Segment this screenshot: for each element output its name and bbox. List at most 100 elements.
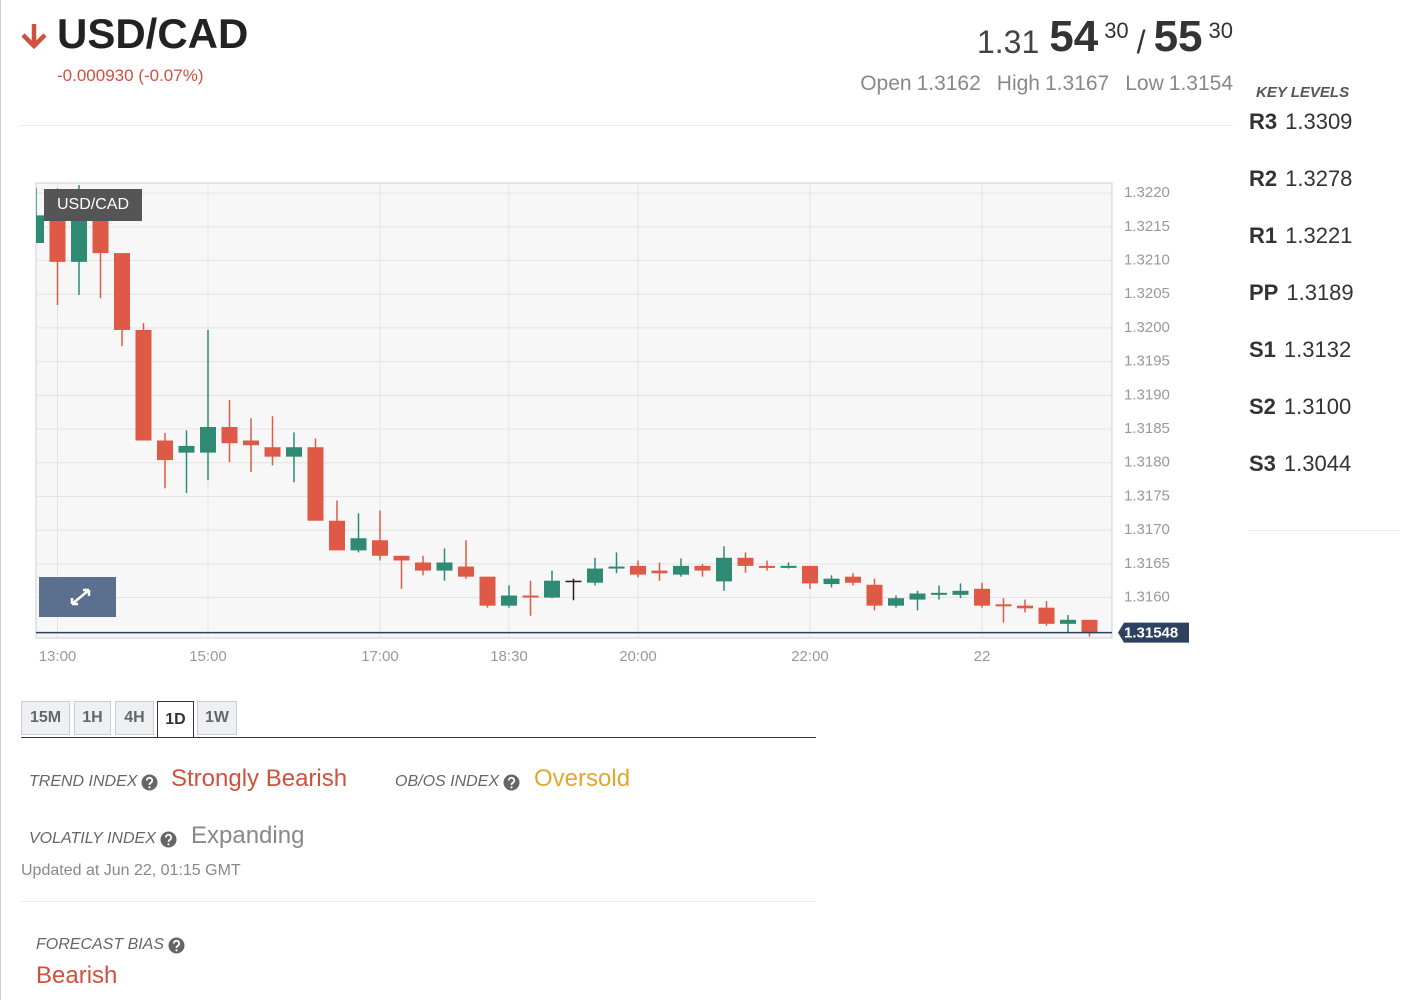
candle-body xyxy=(608,566,625,569)
key-level-name: R1 xyxy=(1249,223,1278,248)
y-tick-label: 1.3215 xyxy=(1124,218,1170,235)
timeframe-tab[interactable]: 1W xyxy=(197,701,237,735)
candle-body xyxy=(393,555,410,561)
divider xyxy=(1248,530,1400,531)
candle-body xyxy=(1038,607,1055,624)
key-level-name: S1 xyxy=(1249,337,1276,362)
x-tick-label: 17:00 xyxy=(361,648,399,665)
candle-body xyxy=(522,595,539,598)
candle-body xyxy=(243,440,259,446)
candle-body xyxy=(845,576,861,583)
timeframe-tab[interactable]: 1H xyxy=(74,701,111,735)
candle-body xyxy=(221,427,238,444)
y-tick-label: 1.3165 xyxy=(1124,555,1170,572)
help-icon[interactable] xyxy=(160,831,177,848)
index-value: Strongly Bearish xyxy=(171,765,348,792)
separator: / xyxy=(1136,24,1146,60)
key-level-name: S3 xyxy=(1249,451,1276,476)
key-level-value: 1.3278 xyxy=(1285,166,1353,191)
forecast-label: FORECAST BIAS xyxy=(36,936,185,954)
timeframe-tab[interactable]: 4H xyxy=(115,701,154,735)
candle-body xyxy=(1060,619,1076,624)
x-tick-label: 22 xyxy=(974,648,991,665)
key-level-value: 1.3132 xyxy=(1283,337,1352,362)
y-tick-label: 1.3190 xyxy=(1124,386,1170,403)
ask-pip: 30 xyxy=(1208,18,1233,43)
key-level-name: PP xyxy=(1249,280,1279,305)
last-price-label: 1.31548 xyxy=(1124,625,1178,642)
index-value: Expanding xyxy=(191,822,305,849)
left-border xyxy=(0,0,1,1000)
index-label: VOLATILY INDEX xyxy=(29,829,177,849)
ohl-item: Open 1.3162 xyxy=(860,72,981,96)
candle-body xyxy=(49,215,66,262)
key-level-value: 1.3309 xyxy=(1285,109,1353,134)
candle-body xyxy=(479,576,496,606)
ohl: Open 1.3162 High 1.3167 Low 1.3154 xyxy=(860,72,1233,96)
ohl-value: 1.3162 xyxy=(916,72,981,95)
candle-body xyxy=(780,565,797,568)
bid-big: 54 xyxy=(1049,12,1099,61)
candle-body xyxy=(350,538,367,551)
pair-title: USD/CAD xyxy=(57,10,249,57)
candle-body xyxy=(759,565,775,568)
candle-body xyxy=(415,562,431,571)
candle-body xyxy=(264,447,281,457)
bid-pip: 30 xyxy=(1104,18,1129,43)
y-tick-label: 1.3205 xyxy=(1124,285,1170,302)
candle-body xyxy=(307,447,324,521)
index-label: TREND INDEX xyxy=(29,772,158,792)
key-level-value: 1.3044 xyxy=(1283,451,1352,476)
forecast-label-text: FORECAST BIAS xyxy=(36,936,165,953)
candle-body xyxy=(1017,605,1033,609)
key-levels-title: KEY LEVELS xyxy=(1256,84,1350,101)
y-tick-label: 1.3210 xyxy=(1124,251,1170,268)
candle-body xyxy=(36,215,44,243)
quote: 1.31 54 30 / 55 30 xyxy=(977,12,1233,62)
candle-body xyxy=(286,447,302,457)
candle-body xyxy=(909,593,926,600)
tabs-line xyxy=(21,737,816,738)
key-level-name: S2 xyxy=(1249,394,1276,419)
y-tick-label: 1.3180 xyxy=(1124,454,1170,471)
help-icon[interactable] xyxy=(168,937,185,954)
candle-body xyxy=(974,588,990,606)
key-level: S1 1.3132 xyxy=(1249,337,1351,363)
y-tick-label: 1.3185 xyxy=(1124,420,1170,437)
candle-body xyxy=(823,578,840,585)
candle-body xyxy=(716,557,732,582)
candle-body xyxy=(157,440,173,461)
candle-body xyxy=(372,540,388,556)
ohl-label: Low xyxy=(1125,72,1164,95)
chart: 1.3220 1.3215 1.3210 1.3205 1.3200 1.3195 1.31… xyxy=(35,182,1189,665)
timeframe-tab[interactable]: 1D xyxy=(157,701,194,738)
y-tick-label: 1.3195 xyxy=(1124,353,1170,370)
candle-body xyxy=(651,570,668,574)
y-tick-label: 1.3170 xyxy=(1124,521,1170,538)
candle-body xyxy=(931,592,947,595)
x-tick-label: 13:00 xyxy=(39,648,77,665)
ohl-item: High 1.3167 xyxy=(997,72,1109,96)
candle-body xyxy=(630,565,646,575)
y-tick-label: 1.3160 xyxy=(1124,589,1170,606)
expand-button[interactable] xyxy=(39,577,116,617)
y-tick-label: 1.3200 xyxy=(1124,319,1170,336)
candle-body xyxy=(995,604,1012,607)
ask-big: 55 xyxy=(1153,12,1203,61)
plot-area xyxy=(35,182,1113,639)
index-label: OB/OS INDEX xyxy=(395,772,520,792)
help-icon[interactable] xyxy=(141,774,158,791)
last-price-box xyxy=(1118,622,1189,643)
forecast-value: Bearish xyxy=(36,962,118,989)
key-level-name: R2 xyxy=(1249,166,1278,191)
candle-body xyxy=(952,590,969,595)
candle-body xyxy=(802,565,818,584)
key-level-name: R3 xyxy=(1249,109,1278,134)
timeframe-tab[interactable]: 15M xyxy=(21,701,70,735)
candle-body xyxy=(888,598,904,606)
help-icon[interactable] xyxy=(503,774,520,791)
candle-body xyxy=(135,329,152,441)
index-label-text: VOLATILY INDEX xyxy=(29,830,156,847)
ohl-value: 1.3154 xyxy=(1168,72,1233,95)
